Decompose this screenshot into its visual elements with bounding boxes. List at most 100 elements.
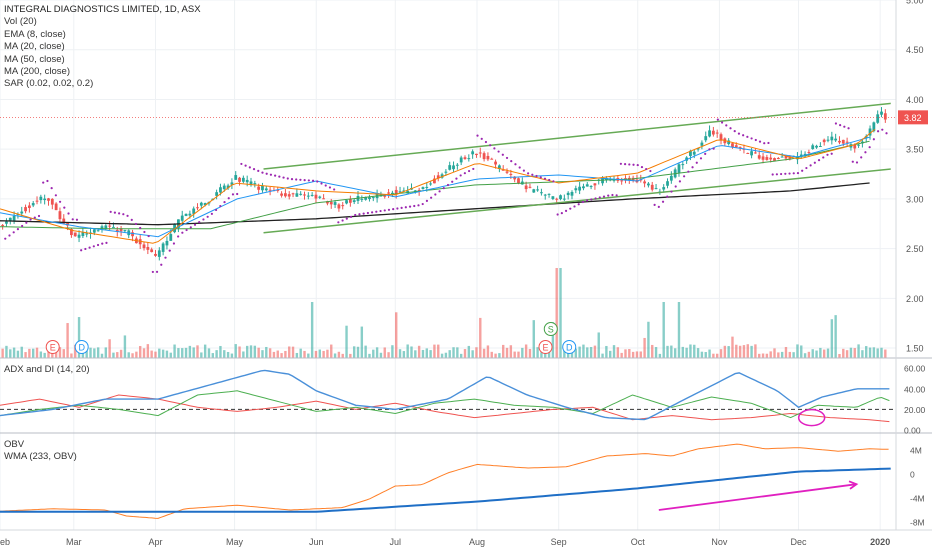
- last-price-badge: [898, 110, 928, 125]
- candle-body: [257, 186, 261, 190]
- volume-bar: [635, 351, 639, 358]
- sar-dot: [109, 210, 112, 213]
- price-tick-label-7: 1.50: [906, 344, 924, 354]
- event-label-4: S: [548, 324, 554, 334]
- sar-dot: [590, 198, 593, 201]
- sar-dot: [375, 210, 378, 213]
- sar-dot: [29, 218, 32, 221]
- volume-bar: [437, 344, 440, 358]
- indicator-ma20: MA (20, close): [4, 41, 65, 53]
- candle-body: [398, 191, 402, 193]
- sar-dot: [632, 163, 635, 166]
- sar-dot: [413, 204, 416, 208]
- time-tick-label-8: Oct: [631, 537, 646, 547]
- candle-body: [322, 198, 326, 200]
- candle-body: [47, 198, 50, 201]
- sar-dot: [742, 134, 745, 137]
- sar-dot: [231, 193, 235, 196]
- volume-bar: [39, 351, 43, 358]
- volume-bar: [842, 348, 845, 358]
- sar-dot: [307, 179, 310, 182]
- sar-dot: [172, 242, 176, 245]
- volume-bar: [861, 350, 864, 358]
- candle-body: [245, 179, 249, 183]
- volume-bar: [368, 353, 371, 358]
- candle-body: [509, 173, 513, 175]
- volume-bar: [731, 336, 734, 358]
- sar-dot: [505, 156, 509, 160]
- sar-dot: [328, 186, 332, 189]
- candle-body: [574, 188, 578, 191]
- candle-body: [276, 189, 280, 191]
- volume-bar: [574, 348, 578, 358]
- obv-tick-label-0: 4M: [910, 446, 922, 456]
- volume-bar: [605, 345, 608, 358]
- volume-bar: [727, 346, 730, 358]
- sar-dot: [16, 228, 20, 231]
- sar-dot: [674, 185, 677, 188]
- volume-bar: [494, 353, 497, 358]
- sar-dot: [354, 213, 357, 217]
- sar-dot: [809, 164, 812, 167]
- sar-dot: [46, 179, 49, 183]
- volume-bar: [47, 351, 50, 358]
- sar-dot: [12, 231, 15, 234]
- candle-body: [528, 186, 532, 188]
- sar-dot: [476, 134, 479, 137]
- volume-bar: [310, 302, 314, 358]
- sar-dot: [839, 124, 842, 127]
- candle-body: [880, 111, 883, 115]
- volume-bar: [226, 351, 230, 358]
- candle-body: [371, 197, 375, 199]
- sar-dot: [50, 187, 53, 190]
- volume-bar: [12, 347, 16, 358]
- volume-bar: [173, 344, 176, 358]
- sar-dot: [720, 121, 724, 124]
- volume-bar: [253, 345, 257, 358]
- volume-bar: [234, 344, 237, 358]
- sar-dot: [67, 212, 70, 215]
- volume-bar: [20, 346, 23, 358]
- volume-bar: [780, 351, 784, 358]
- candle-body: [326, 201, 329, 204]
- sar-dot: [463, 172, 466, 175]
- event-label-2: E: [542, 342, 548, 352]
- sar-dot: [185, 228, 188, 232]
- candle-body: [234, 175, 238, 180]
- candle-body: [815, 145, 818, 148]
- volume-bar: [723, 345, 727, 358]
- sar-dot: [404, 206, 407, 209]
- volume-bar: [100, 353, 104, 358]
- sar-dot: [198, 220, 201, 224]
- di-plus-line: [0, 390, 890, 419]
- sar-dot: [379, 209, 382, 213]
- candle-body: [780, 156, 784, 158]
- volume-bar: [200, 352, 203, 358]
- sar-dot: [467, 169, 471, 173]
- sar-dot: [531, 173, 534, 176]
- candle-body: [452, 165, 455, 170]
- volume-bar: [196, 345, 199, 358]
- candle-body: [834, 138, 838, 141]
- candle-body: [295, 193, 299, 197]
- candle-body: [677, 164, 681, 173]
- volume-bar: [769, 351, 772, 358]
- candle-body: [689, 150, 692, 156]
- volume-bar: [245, 345, 249, 358]
- indicator-sar: SAR (0.02, 0.02, 0.2): [4, 78, 94, 90]
- sar-dot: [619, 162, 622, 165]
- volume-bar: [364, 345, 367, 358]
- sar-dot: [501, 153, 504, 156]
- candle-body: [360, 198, 364, 200]
- sar-dot: [151, 270, 154, 274]
- volume-bar: [559, 268, 562, 358]
- volume-bar: [219, 345, 222, 358]
- candle-body: [757, 155, 761, 159]
- volume-bar: [28, 348, 31, 358]
- sar-dot: [451, 180, 454, 183]
- sar-dot: [118, 212, 121, 215]
- candle-body: [864, 136, 868, 139]
- volume-bar: [276, 350, 279, 358]
- candle-body: [475, 153, 478, 156]
- candle-body: [547, 193, 551, 195]
